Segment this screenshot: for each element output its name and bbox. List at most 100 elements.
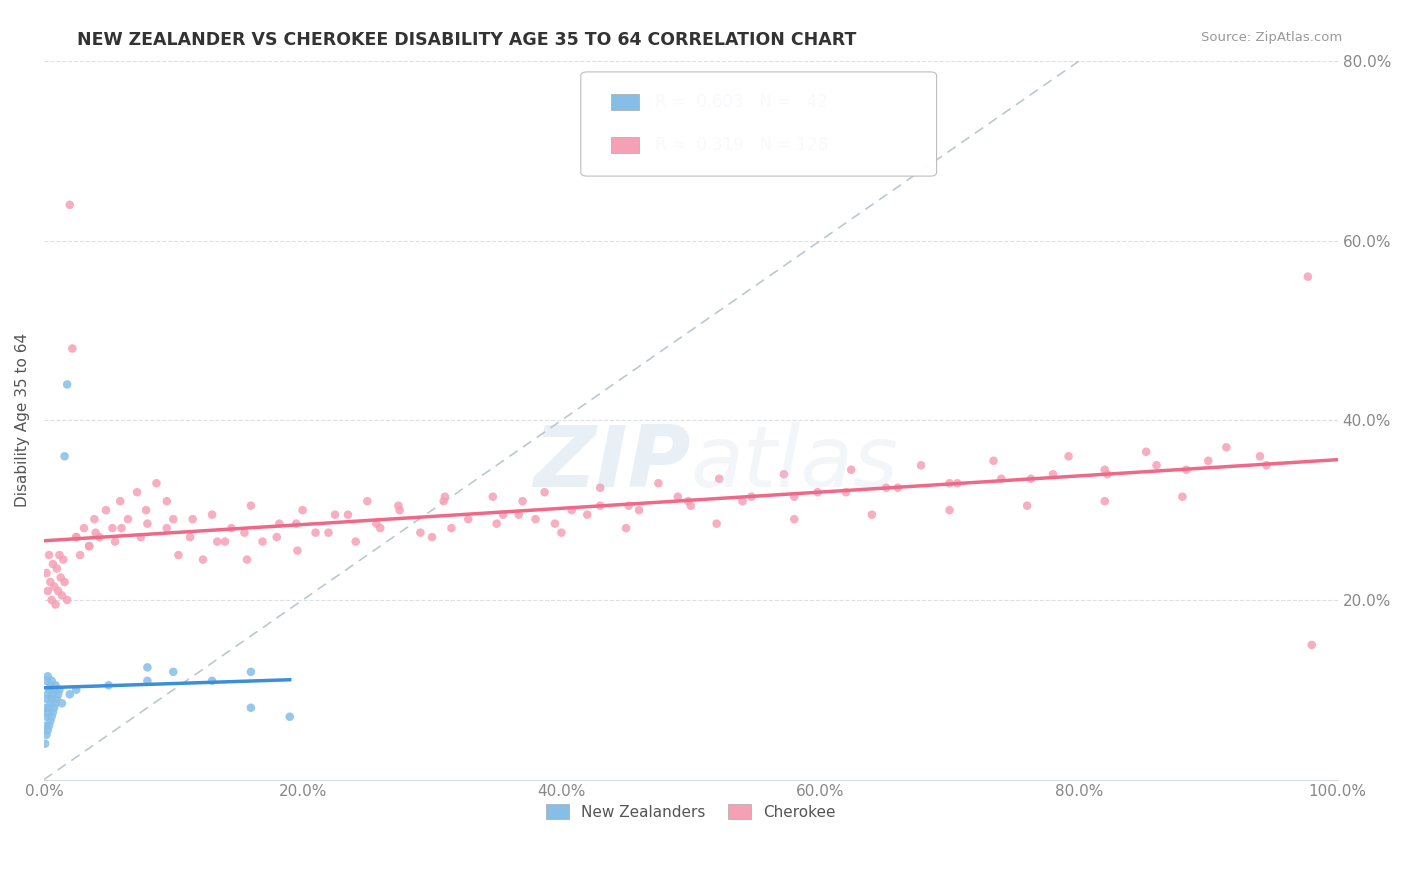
- Point: [35, 673, 58, 688]
- Point: [433, 490, 456, 504]
- Point: [65, 682, 87, 697]
- Point: [83, 512, 105, 526]
- Point: [44, 700, 66, 714]
- Point: [236, 552, 259, 566]
- Point: [278, 710, 301, 724]
- Point: [39, 678, 62, 692]
- Point: [1296, 269, 1319, 284]
- Point: [614, 521, 637, 535]
- Point: [356, 494, 378, 508]
- Point: [38, 700, 60, 714]
- Point: [45, 691, 67, 706]
- Point: [336, 508, 359, 522]
- Point: [35, 566, 58, 580]
- Point: [1094, 463, 1116, 477]
- Point: [41, 673, 63, 688]
- Point: [38, 719, 60, 733]
- Point: [806, 485, 828, 500]
- Point: [136, 673, 159, 688]
- Point: [709, 472, 731, 486]
- Point: [181, 512, 204, 526]
- Point: [946, 476, 969, 491]
- Point: [104, 534, 127, 549]
- Point: [706, 516, 728, 531]
- Point: [48, 682, 70, 697]
- Point: [56, 377, 79, 392]
- Point: [117, 512, 139, 526]
- Point: [73, 521, 96, 535]
- Point: [1097, 467, 1119, 482]
- Point: [550, 525, 572, 540]
- Point: [1175, 463, 1198, 477]
- Point: [533, 485, 555, 500]
- Point: [65, 530, 87, 544]
- Point: [983, 454, 1005, 468]
- Point: [37, 669, 59, 683]
- Point: [145, 476, 167, 491]
- Point: [39, 714, 62, 729]
- Y-axis label: Disability Age 35 to 64: Disability Age 35 to 64: [15, 334, 30, 508]
- Point: [266, 530, 288, 544]
- Point: [44, 580, 66, 594]
- Point: [125, 485, 148, 500]
- Point: [887, 481, 910, 495]
- FancyBboxPatch shape: [610, 94, 638, 110]
- Point: [46, 584, 69, 599]
- Point: [162, 512, 184, 526]
- Point: [201, 673, 224, 688]
- Point: [34, 700, 56, 714]
- Point: [617, 499, 640, 513]
- Text: ZIP: ZIP: [533, 422, 690, 505]
- Point: [38, 548, 60, 562]
- Point: [97, 678, 120, 692]
- Point: [39, 696, 62, 710]
- Point: [53, 450, 76, 464]
- Point: [1301, 638, 1323, 652]
- Point: [41, 691, 63, 706]
- Point: [239, 700, 262, 714]
- Point: [1171, 490, 1194, 504]
- Point: [77, 539, 100, 553]
- Point: [938, 476, 960, 491]
- Point: [457, 512, 479, 526]
- Point: [287, 543, 309, 558]
- Point: [156, 521, 179, 535]
- Point: [368, 521, 391, 535]
- Point: [207, 534, 229, 549]
- Point: [839, 463, 862, 477]
- Point: [52, 552, 75, 566]
- Point: [388, 503, 411, 517]
- Point: [167, 548, 190, 562]
- Point: [44, 696, 66, 710]
- Point: [524, 512, 547, 526]
- Point: [773, 467, 796, 482]
- Point: [49, 570, 72, 584]
- Point: [731, 494, 754, 508]
- Point: [938, 503, 960, 517]
- FancyBboxPatch shape: [610, 137, 638, 153]
- Point: [285, 516, 308, 531]
- Point: [34, 737, 56, 751]
- Point: [1146, 458, 1168, 473]
- Text: R =  0.319   N = 128: R = 0.319 N = 128: [655, 136, 828, 154]
- Point: [492, 508, 515, 522]
- Point: [46, 687, 69, 701]
- Point: [60, 342, 83, 356]
- Point: [485, 516, 508, 531]
- Point: [910, 458, 932, 473]
- Point: [129, 530, 152, 544]
- Point: [741, 490, 763, 504]
- Point: [318, 525, 340, 540]
- Point: [110, 521, 132, 535]
- Point: [77, 539, 100, 553]
- Point: [304, 525, 326, 540]
- Point: [344, 534, 367, 549]
- Point: [42, 687, 65, 701]
- Point: [1249, 450, 1271, 464]
- Point: [38, 682, 60, 697]
- Point: [482, 490, 505, 504]
- Point: [34, 719, 56, 733]
- Point: [42, 705, 65, 719]
- Point: [1017, 499, 1039, 513]
- Point: [576, 508, 599, 522]
